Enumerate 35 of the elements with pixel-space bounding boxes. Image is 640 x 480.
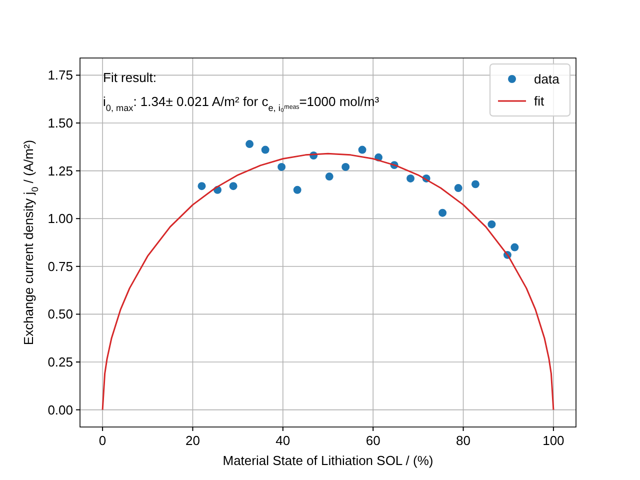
annotation: i$_{0, max}$: 1.34± 0.021 A/m² for c$_{e, i₀ᵐᵉᵃˢ}$=1000 mol/m³: [103, 94, 380, 113]
line-series: [102, 152, 554, 411]
x-tick-label: 20: [185, 433, 200, 448]
point: [358, 146, 366, 154]
annotation: Fit result:: [103, 70, 156, 85]
y-tick-label: 0.50: [48, 306, 73, 322]
x-tick-label: 40: [276, 433, 290, 448]
point: [198, 182, 206, 190]
y-tick-label: 1.50: [48, 116, 73, 131]
point: [325, 172, 334, 181]
point: [438, 208, 447, 217]
point: [406, 174, 415, 182]
legend-label: fit: [534, 94, 544, 108]
point: [293, 186, 302, 194]
y-tick-label: 0.75: [48, 258, 73, 274]
point: [454, 184, 462, 192]
y-tick-label: 0.25: [48, 354, 73, 370]
y-tick-label: 1.00: [48, 211, 73, 226]
point: [246, 140, 254, 148]
y-tick-label: 1.25: [48, 163, 73, 178]
x-tick-label: 100: [542, 433, 564, 448]
point: [229, 182, 238, 190]
x-axis-title: Material State of Lithiation SOL / (%): [222, 453, 434, 468]
point: [342, 163, 350, 171]
point: [261, 146, 270, 154]
point: [488, 220, 496, 228]
point: [510, 243, 519, 252]
point: [278, 163, 286, 171]
x-tick-label: 80: [456, 433, 471, 448]
y-tick-label: 0.00: [48, 402, 73, 418]
x-tick-label: 0: [98, 433, 106, 448]
y-tick-label: 1.75: [48, 68, 73, 83]
point: [471, 180, 480, 188]
legend-label: data: [534, 72, 560, 86]
x-tick-label: 60: [366, 433, 380, 448]
